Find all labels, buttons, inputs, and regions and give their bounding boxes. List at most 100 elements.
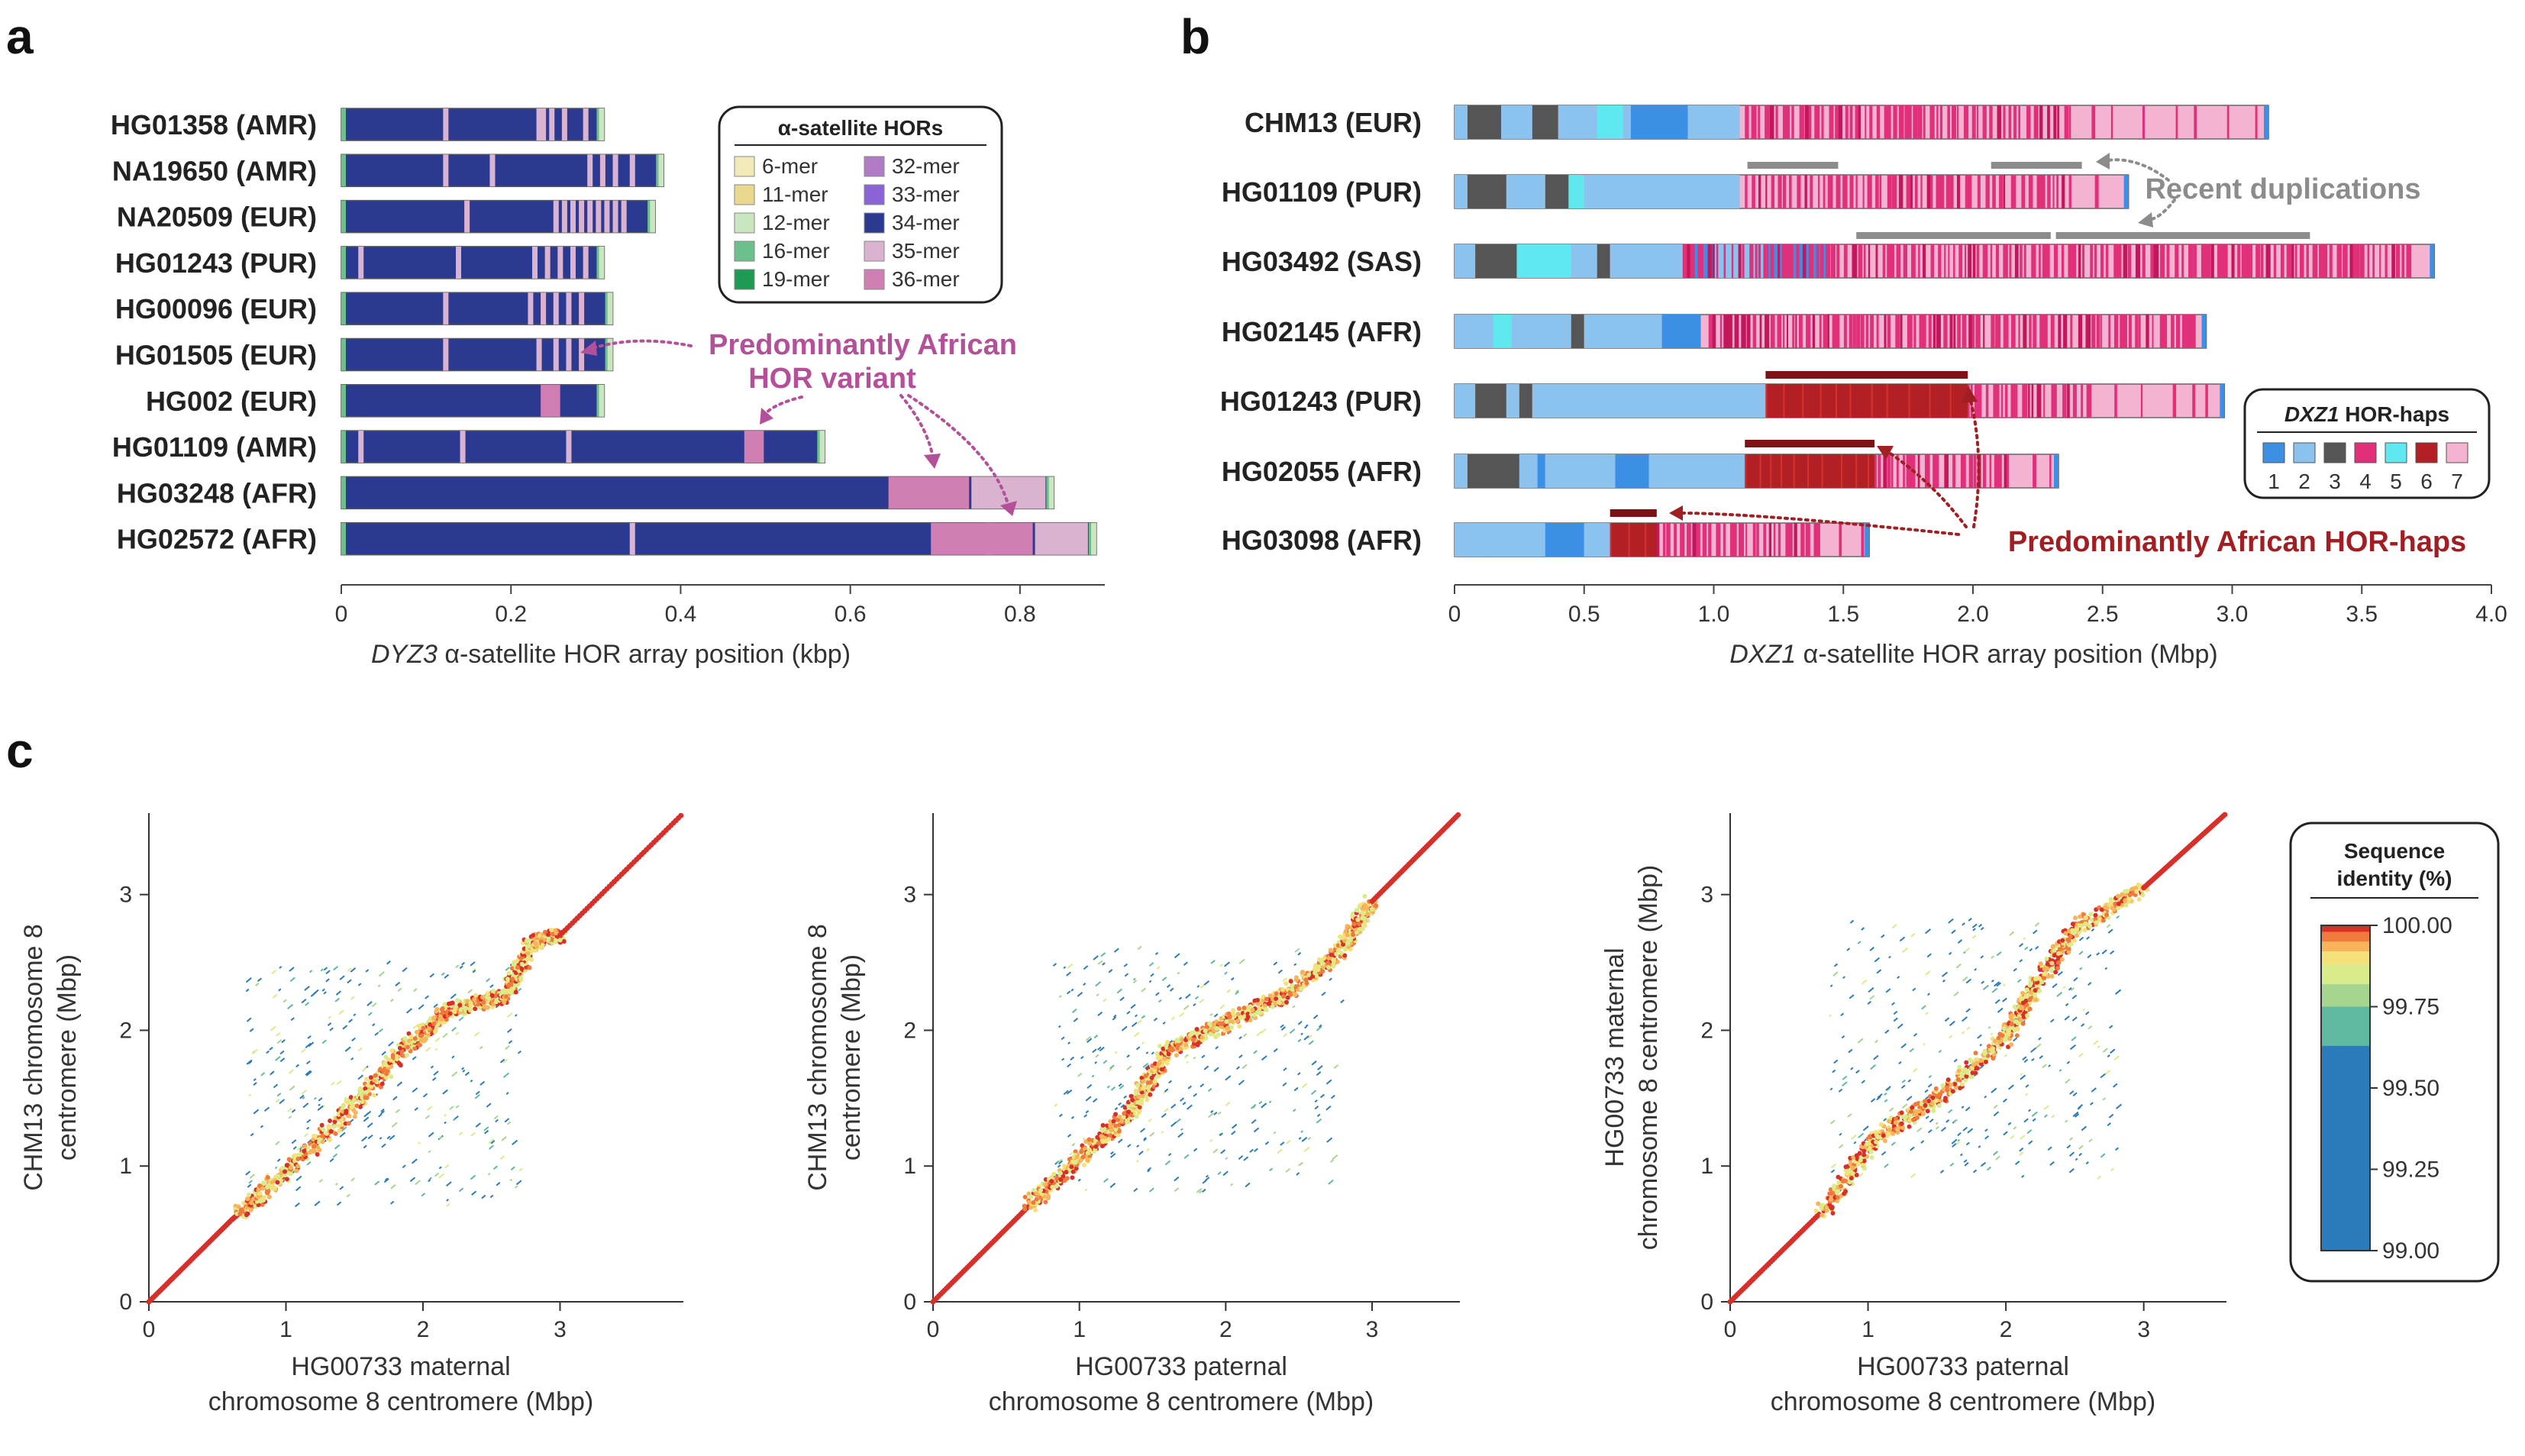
panel-c-off-diagonal-dot — [1067, 1041, 1070, 1044]
panel-c-off-diagonal-dot — [1965, 1008, 1971, 1013]
panel-c-off-diagonal-dot — [1906, 1096, 1913, 1101]
panel-c-off-diagonal-dot — [499, 1155, 505, 1160]
panel-b-hap4-stripe — [1968, 315, 1973, 348]
panel-b-hor-hap-segment — [1537, 454, 1545, 488]
panel-b-hap4-stripe — [2406, 244, 2410, 278]
panel-c-off-diagonal-dot — [1910, 932, 1916, 938]
panel-b-legend-swatch — [2415, 442, 2438, 463]
panel-c-off-diagonal-dot — [1867, 1000, 1871, 1005]
panel-a-35mer-stripe — [599, 154, 605, 187]
panel-b-hap4-stripe — [1810, 175, 1813, 208]
panel-c-off-diagonal-dot — [489, 984, 494, 989]
panel-b-hap4-stripe — [1852, 315, 1856, 348]
panel-c-off-diagonal-dot — [470, 1174, 476, 1180]
panel-b-hap4-stripe — [1973, 454, 1977, 488]
panel-c-diagonal-point — [1130, 1097, 1135, 1102]
panel-c-off-diagonal-dot — [444, 1121, 447, 1125]
panel-b-hap4-stripe — [1858, 244, 1863, 278]
panel-c-off-diagonal-dot — [444, 1113, 447, 1117]
panel-c-diagonal-point — [1983, 1059, 1988, 1064]
panel-b-hap6-stripe — [1745, 454, 1747, 488]
panel-c-off-diagonal-dot — [1083, 965, 1089, 970]
panel-b-hap4-stripe — [1708, 523, 1712, 557]
panel-a-12mer-edge — [819, 431, 825, 463]
panel-a-36mer-variant — [541, 384, 560, 417]
panel-c-off-diagonal-dot — [2074, 1113, 2080, 1118]
panel-c-diagonal-point — [1083, 1139, 1089, 1144]
panel-c-diagonal-point — [1200, 1035, 1205, 1040]
panel-c-off-diagonal-dot — [1109, 1153, 1116, 1158]
panel-a-35mer-stripe — [536, 108, 542, 140]
panel-c-off-diagonal-dot — [438, 1166, 442, 1170]
panel-b-hap4-stripe — [1972, 244, 1976, 278]
panel-c-diagonal-point — [328, 1128, 334, 1134]
panel-c-off-diagonal-dot — [2072, 1111, 2079, 1117]
panel-b-hor-hap-segment — [1455, 105, 1468, 139]
panel-c-off-diagonal-dot — [1207, 1088, 1212, 1093]
panel-c-diagonal-point — [1341, 942, 1346, 948]
panel-b-hap6-stripe — [1836, 384, 1838, 418]
panel-b-hap4-stripe — [2003, 105, 2006, 139]
panel-b-hap4-stripe — [1836, 175, 1841, 208]
panel-c-off-diagonal-dot — [1319, 1093, 1325, 1099]
panel-c-diagonal-point — [364, 1090, 370, 1095]
panel-c-off-diagonal-dot — [1087, 1083, 1093, 1090]
panel-c-diagonal-point — [351, 1097, 357, 1102]
panel-c-off-diagonal-dot — [295, 1064, 300, 1068]
panel-c-off-diagonal-dot — [314, 1200, 321, 1206]
panel-c-off-diagonal-dot — [1888, 955, 1891, 959]
panel-b-hap4-stripe — [2237, 244, 2241, 278]
panel-b-hap4-stripe — [1936, 454, 1939, 488]
panel-c-off-diagonal-dot — [438, 1173, 445, 1179]
panel-b-hap4-stripe — [1911, 244, 1916, 278]
panel-b-hap4-stripe — [2231, 244, 2235, 278]
panel-b-hap4-stripe — [1687, 244, 1691, 278]
panel-c-diagonal-point — [2067, 942, 2072, 948]
panel-b-hap6-stripe — [1759, 454, 1761, 488]
panel-b-hap4-stripe — [2039, 244, 2041, 278]
panel-b-hap4-stripe — [1662, 523, 1666, 557]
panel-c-xlabel-line2: chromosome 8 centromere (Mbp) — [989, 1387, 1374, 1416]
panel-b-hap4-stripe — [1930, 175, 1933, 208]
panel-a-arrowhead — [580, 341, 597, 356]
panel-c-off-diagonal-dot — [2036, 1043, 2042, 1049]
panel-c-xlabel-line1: HG00733 paternal — [1857, 1352, 2069, 1381]
panel-b-hap4-stripe — [1827, 315, 1829, 348]
panel-b-hap4-stripe — [1767, 244, 1769, 278]
panel-c-off-diagonal-dot — [1981, 1161, 1987, 1167]
panel-c-diagonal-point — [2042, 971, 2047, 977]
panel-c-diagonal-point — [1929, 1101, 1935, 1106]
panel-b-hap4-stripe — [2164, 315, 2168, 348]
panel-c-off-diagonal-dot — [2062, 986, 2066, 989]
panel-c-diagonal-point — [1345, 941, 1351, 946]
panel-c-diagonal-point — [1930, 1095, 1936, 1100]
panel-c-off-diagonal-dot — [1853, 1141, 1857, 1144]
panel-c-diagonal-point — [1051, 1171, 1057, 1177]
panel-c-off-diagonal-dot — [380, 1108, 385, 1112]
panel-b-hap4-stripe — [2014, 244, 2019, 278]
panel-a-16mer-stripe — [605, 292, 608, 325]
panel-c-off-diagonal-dot — [507, 1028, 512, 1033]
panel-c-diagonal-point — [363, 1086, 368, 1091]
panel-c-diagonal-point — [2041, 975, 2046, 980]
panel-c-off-diagonal-dot — [428, 1179, 431, 1183]
panel-b-hap4-stripe — [1829, 105, 1834, 139]
panel-c-off-diagonal-dot — [1238, 958, 1245, 964]
panel-c-diagonal-point — [1956, 1068, 1962, 1073]
panel-c-off-diagonal-dot — [1147, 1169, 1151, 1173]
panel-c-diagonal-point — [275, 1180, 280, 1185]
panel-c-off-diagonal-dot — [1058, 994, 1062, 998]
panel-c-diagonal-point — [533, 941, 538, 946]
panel-c-off-diagonal-dot — [1902, 947, 1909, 954]
panel-a-legend-label: 33-mer — [892, 182, 960, 206]
panel-c-off-diagonal-dot — [1329, 977, 1332, 981]
panel-c-off-diagonal-dot — [509, 1178, 513, 1182]
panel-c-off-diagonal-dot — [2038, 1037, 2042, 1041]
panel-c-diagonal-point — [1824, 1208, 1829, 1213]
panel-c-off-diagonal-dot — [1170, 1121, 1177, 1128]
panel-c-off-diagonal-dot — [2033, 929, 2038, 935]
panel-b-hap4-stripe — [1887, 315, 1891, 348]
panel-a-35mer-stripe — [583, 108, 589, 140]
panel-a-35mer-stripe — [570, 246, 576, 279]
panel-c-diagonal-point — [2052, 948, 2057, 953]
